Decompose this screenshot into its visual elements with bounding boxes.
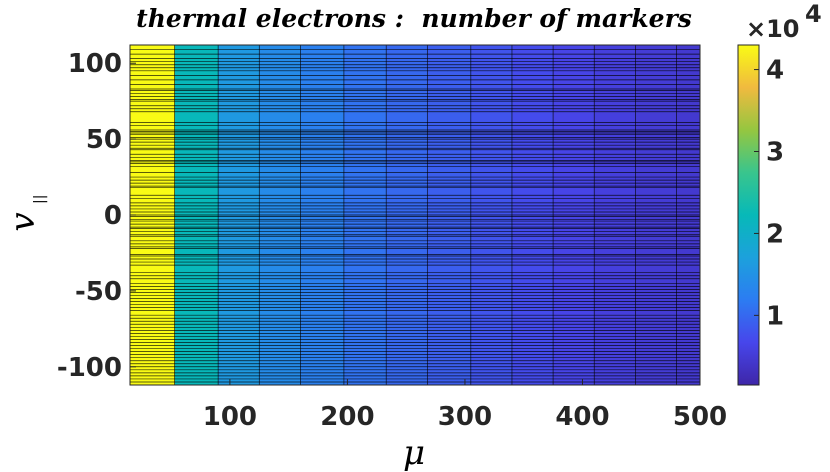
colorbar-multiplier-base: ×10 [746,15,800,43]
colorbar-tick-label: 1 [766,301,784,331]
y-tick-label: -100 [57,353,122,383]
y-tick-label: 100 [68,49,122,79]
colorbar-tick-label: 2 [766,219,784,249]
x-tick-label: 500 [673,402,727,432]
heatmap-row-lines [130,49,700,383]
colorbar-ticks: 4 3 2 1 [754,56,784,331]
y-axis-label-main: v [3,212,43,231]
x-axis-label: μ [403,433,425,472]
y-tick-label: 0 [104,201,122,231]
colorbar-multiplier-exponent: 4 [805,0,822,28]
x-axis-ticks: 100 200 300 400 500 [203,379,727,432]
colorbar-tick-label: 4 [766,56,784,86]
chart-title: thermal electrons : number of markers [136,4,692,33]
y-tick-label: 50 [86,125,122,155]
x-tick-label: 200 [320,402,374,432]
y-tick-label: -50 [75,277,122,307]
x-tick-label: 300 [438,402,492,432]
x-tick-label: 400 [555,402,609,432]
heatmap-column-lines [174,45,677,385]
y-axis-label: v || [3,195,48,232]
x-tick-label: 100 [203,402,257,432]
colorbar-tick-label: 3 [766,138,784,168]
colorbar-multiplier: ×10 4 [746,0,822,43]
y-axis-ticks: 100 50 0 -50 -100 [57,49,136,383]
colorbar [737,44,760,386]
y-axis-label-subscript: || [32,195,48,204]
